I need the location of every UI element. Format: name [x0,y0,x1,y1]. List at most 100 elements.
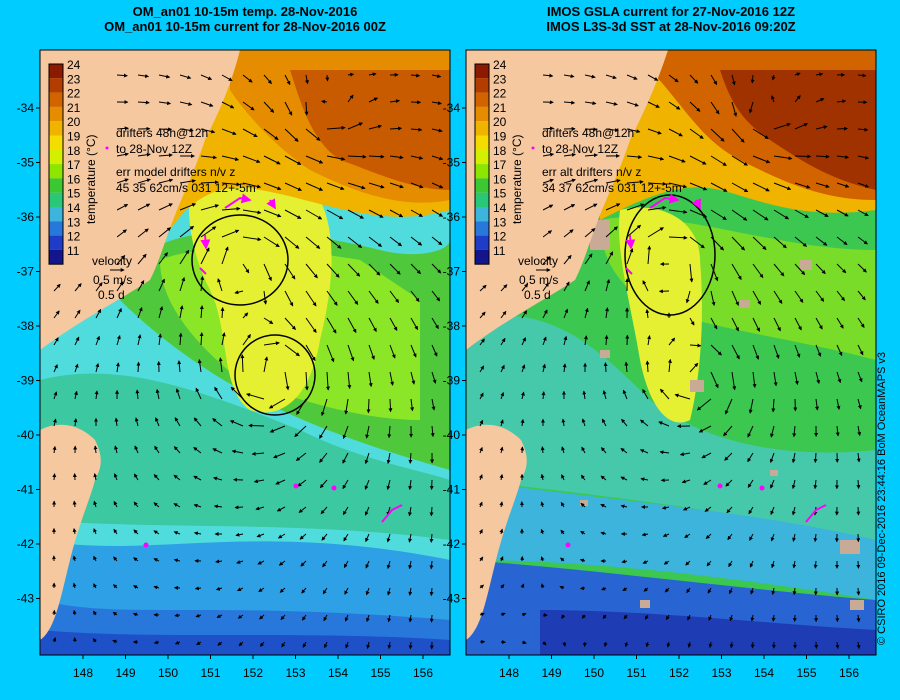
current-arrow-icon [620,447,628,454]
current-arrow-icon [856,452,861,463]
current-arrow-icon [322,587,328,595]
current-arrow-icon [770,425,775,438]
current-arrow-icon [431,317,439,330]
current-arrow-icon [173,503,181,508]
y-tick-label: -36 [17,210,35,224]
colorbar-tick-label: 21 [67,101,81,115]
current-arrow-icon [710,128,725,142]
current-arrow-icon [72,582,77,589]
current-arrow-icon [95,308,102,319]
current-arrow-icon [200,180,219,185]
colorbar-tick-label: 22 [493,87,507,101]
current-arrow-icon [836,344,843,357]
current-arrow-icon [263,341,280,346]
current-arrow-icon [542,73,554,78]
current-arrow-icon [431,236,443,246]
colorbar-swatch [475,235,489,250]
x-tick-label: 148 [73,666,93,680]
drifter-marker-icon [105,146,109,150]
current-arrow-icon [173,446,181,454]
colorbar-swatch [49,106,63,122]
current-arrow-icon [155,417,160,427]
current-arrow-icon [541,391,546,400]
current-arrow-icon [158,74,171,79]
current-arrow-icon [137,228,149,238]
current-arrow-icon [305,128,321,141]
current-arrow-icon [581,418,586,427]
current-arrow-icon [368,317,377,333]
current-arrow-icon [248,423,265,428]
current-arrow-icon [195,613,202,618]
y-tick-label: -39 [443,374,461,388]
current-arrow-icon [221,182,241,187]
current-arrow-icon [305,263,318,279]
current-arrow-icon [53,364,58,373]
current-arrow-icon [752,263,764,279]
current-arrow-icon [668,209,688,214]
current-arrow-icon [521,640,527,645]
current-arrow-icon [602,614,607,620]
current-arrow-icon [276,506,286,512]
current-arrow-icon [500,612,506,617]
current-arrow-icon [263,74,272,85]
current-arrow-icon [794,209,809,218]
current-arrow-icon [749,533,754,541]
current-arrow-icon [294,425,307,438]
current-arrow-icon [269,425,286,433]
current-arrow-icon [563,308,569,319]
current-arrow-icon [347,344,355,362]
current-arrow-icon [794,154,812,159]
current-arrow-icon [689,263,694,283]
current-arrow-icon [242,74,253,83]
current-arrow-icon [112,611,118,616]
current-arrow-icon [115,362,120,373]
current-arrow-icon [815,263,826,275]
current-arrow-icon [158,252,168,265]
current-arrow-icon [158,153,173,158]
current-arrow-icon [836,126,848,131]
current-arrow-icon [342,452,349,464]
current-arrow-icon [620,504,628,509]
current-arrow-icon [731,74,736,86]
current-arrow-icon [364,479,370,490]
y-tick-label: -36 [443,210,461,224]
current-arrow-icon [521,283,529,292]
current-arrow-icon [326,290,338,306]
left-velocity-label: velocity [92,254,132,268]
left-drifter-tracks [143,193,403,548]
current-arrow-icon [479,584,485,589]
current-arrow-icon [193,475,202,481]
current-arrow-icon [200,101,214,107]
current-arrow-icon [431,101,442,106]
current-arrow-icon [193,446,202,454]
current-arrow-icon [389,209,404,218]
current-arrow-icon [347,317,357,334]
colorbar-swatch [49,149,63,165]
current-arrow-icon [563,229,574,238]
current-arrow-icon [133,585,139,589]
current-arrow-icon [221,128,237,135]
current-arrow-icon [113,473,118,481]
current-arrow-icon [366,614,370,623]
current-arrow-icon [234,290,244,295]
current-arrow-icon [600,475,607,481]
current-arrow-icon [284,290,294,307]
colorbar-swatch [49,221,63,236]
current-arrow-icon [499,473,504,481]
current-arrow-icon [642,280,649,292]
current-arrow-icon [686,587,691,594]
current-arrow-icon [624,641,629,648]
current-arrow-icon [696,398,712,411]
current-arrow-icon [242,263,250,274]
left-err-label: err model drifters n/v z [116,165,235,179]
x-tick-label: 150 [158,666,178,680]
current-arrow-icon [386,533,391,543]
current-arrow-icon [698,425,712,433]
current-arrow-icon [584,101,597,106]
x-tick-label: 154 [328,666,348,680]
current-arrow-icon [299,533,307,540]
current-arrow-icon [835,614,840,623]
current-arrow-icon [685,290,691,304]
current-arrow-icon [242,334,251,346]
current-arrow-icon [601,586,607,591]
